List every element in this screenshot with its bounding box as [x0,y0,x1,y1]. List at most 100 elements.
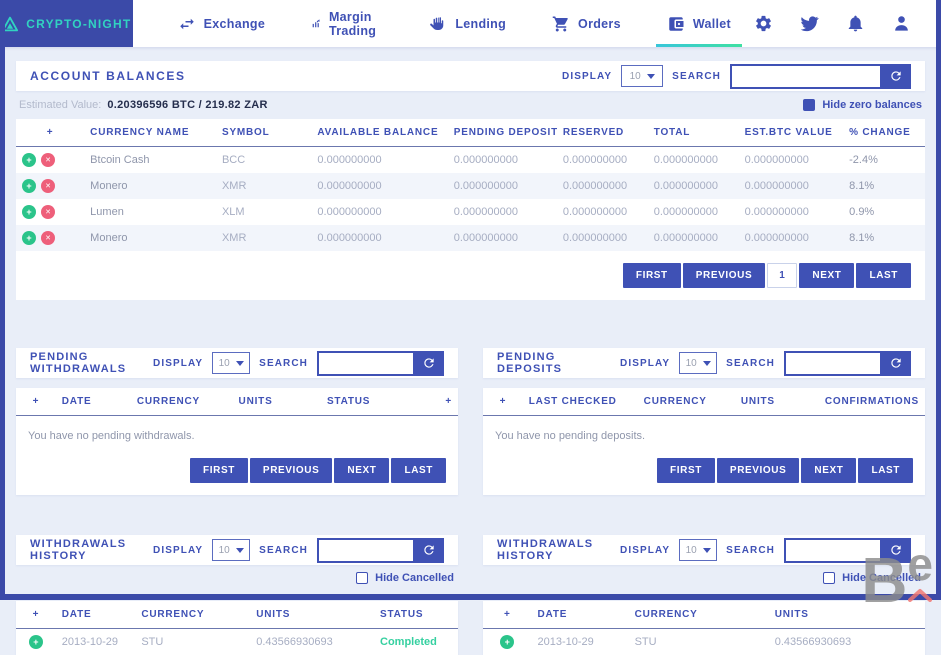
display-select[interactable]: 10 [679,352,717,374]
previous-page-button[interactable]: PREVIOUS [717,458,799,483]
nav-item-exchange[interactable]: Exchange [155,0,288,47]
status-badge: Completed [374,629,458,655]
display-select[interactable]: 10 [212,352,250,374]
refresh-button[interactable] [413,351,444,376]
brand-logo[interactable]: CRYPTO-NIGHT [0,0,133,47]
col-total: TOTAL [648,119,739,147]
nav-label-margin-trading: Margin Trading [329,10,383,38]
currency-symbol: XMR [216,225,311,251]
withdraw-icon[interactable] [41,231,55,245]
bell-icon[interactable] [846,14,865,33]
est-btc-value: 0.000000000 [739,199,844,225]
deposit-icon[interactable] [22,231,36,245]
nav-item-margin-trading[interactable]: Margin Trading [288,0,406,47]
withdraw-icon[interactable] [41,205,55,219]
display-select[interactable]: 10 [621,65,663,87]
current-page-button[interactable]: 1 [767,263,797,288]
first-page-button[interactable]: FIRST [190,458,248,483]
refresh-button[interactable] [880,64,911,89]
next-page-button[interactable]: NEXT [334,458,389,483]
deposit-icon[interactable] [22,205,36,219]
nav-label-orders: Orders [578,17,621,31]
search-input[interactable] [784,538,880,563]
available-balance: 0.000000000 [311,225,447,251]
last-page-button[interactable]: LAST [858,458,913,483]
page-frame-right [936,0,941,600]
display-select-value: 10 [219,545,230,556]
nav-label-exchange: Exchange [204,17,265,31]
available-balance: 0.000000000 [311,147,447,174]
table-row: 2013-10-29 STU 0.43566930693 Completed [16,629,458,655]
search-input[interactable] [317,351,413,376]
nav-item-lending[interactable]: Lending [406,0,529,47]
section-title: PENDING DEPOSITS [497,351,620,375]
balances-header-row: + CURRENCY NAME SYMBOL AVAILABLE BALANCE… [16,119,925,147]
available-balance: 0.000000000 [311,199,447,225]
display-select[interactable]: 10 [212,539,250,561]
previous-page-button[interactable]: PREVIOUS [250,458,332,483]
withdrawal-currency: STU [135,629,250,655]
pending-withdrawals-header: PENDING WITHDRAWALS DISPLAY 10 SEARCH [16,348,458,378]
search-input[interactable] [317,538,413,563]
pct-change: -2.4% [843,147,925,174]
last-page-button[interactable]: LAST [856,263,911,288]
withdrawal-units: 0.43566930693 [250,629,374,655]
detail-icon[interactable] [29,635,43,649]
account-balances-section: ACCOUNT BALANCES DISPLAY 10 SEARCH Estim… [16,61,925,300]
nav-item-orders[interactable]: Orders [529,0,644,47]
pending-deposits-header: PENDING DEPOSITS DISPLAY 10 SEARCH [483,348,925,378]
hide-zero-balances-toggle[interactable]: Hide zero balances [803,99,922,111]
page-frame-bottom [0,594,941,600]
col-date: DATE [532,601,629,629]
nav-label-lending: Lending [455,17,506,31]
cart-icon [552,15,570,33]
col-units: UNITS [250,601,374,629]
reserved: 0.000000000 [557,173,648,199]
refresh-button[interactable] [413,538,444,563]
user-icon[interactable] [892,14,911,33]
twitter-icon[interactable] [800,14,819,33]
withdrawal-units: 0.43566930693 [769,629,920,655]
account-balances-header: ACCOUNT BALANCES DISPLAY 10 SEARCH [16,61,925,91]
refresh-button[interactable] [880,351,911,376]
col-date: DATE [56,601,136,629]
search-input[interactable] [784,351,880,376]
checkbox-unchecked-icon[interactable] [823,572,835,584]
col-add: + [418,388,458,416]
hide-cancelled-toggle[interactable]: Hide Cancelled [483,565,925,591]
checkbox-unchecked-icon[interactable] [356,572,368,584]
currency-name: Monero [84,225,216,251]
table-controls: DISPLAY 10 SEARCH [562,64,911,89]
hide-cancelled-toggle[interactable]: Hide Cancelled [16,565,458,591]
refresh-button[interactable] [880,538,911,563]
section-title: WITHDRAWALS HISTORY [497,538,620,562]
next-page-button[interactable]: NEXT [801,458,856,483]
col-status: STATUS [374,601,458,629]
est-btc-value: 0.000000000 [739,225,844,251]
col-available: AVAILABLE BALANCE [311,119,447,147]
search-input[interactable] [730,64,880,89]
col-add: + [16,119,84,147]
previous-page-button[interactable]: PREVIOUS [683,263,765,288]
top-navbar: CRYPTO-NIGHT Exchange Margin Trading Len… [0,0,941,47]
first-page-button[interactable]: FIRST [657,458,715,483]
withdraw-icon[interactable] [41,153,55,167]
est-btc-value: 0.000000000 [739,147,844,174]
detail-icon[interactable] [500,635,514,649]
first-page-button[interactable]: FIRST [623,263,681,288]
display-select[interactable]: 10 [679,539,717,561]
next-page-button[interactable]: NEXT [799,263,854,288]
deposit-icon[interactable] [22,179,36,193]
nav-item-wallet[interactable]: Wallet [644,0,754,47]
withdraw-icon[interactable] [41,179,55,193]
search-label: SEARCH [259,358,308,369]
col-symbol: SYMBOL [216,119,311,147]
last-page-button[interactable]: LAST [391,458,446,483]
col-add: + [483,388,523,416]
brand-name: CRYPTO-NIGHT [26,17,131,31]
col-units: UNITS [233,388,321,416]
exchange-icon [178,15,196,33]
gear-icon[interactable] [754,14,773,33]
deposit-icon[interactable] [22,153,36,167]
checkbox-checked-icon[interactable] [803,99,815,111]
